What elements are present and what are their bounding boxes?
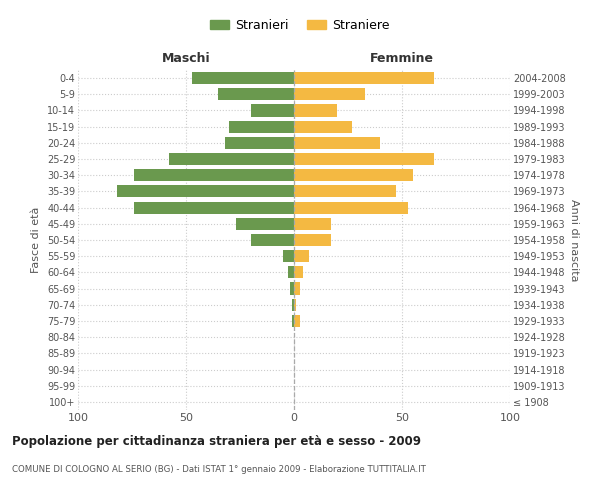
Bar bbox=[294, 298, 296, 311]
Bar bbox=[290, 282, 294, 294]
Bar bbox=[294, 234, 331, 246]
Bar bbox=[134, 202, 294, 213]
Bar bbox=[294, 282, 301, 294]
Y-axis label: Anni di nascita: Anni di nascita bbox=[569, 198, 580, 281]
Bar bbox=[294, 186, 395, 198]
Bar bbox=[294, 120, 352, 132]
Bar bbox=[292, 298, 294, 311]
Bar bbox=[294, 202, 409, 213]
Bar bbox=[292, 315, 294, 327]
Text: Femmine: Femmine bbox=[370, 52, 434, 65]
Bar bbox=[294, 88, 365, 101]
Bar bbox=[251, 234, 294, 246]
Bar bbox=[283, 250, 294, 262]
Bar bbox=[225, 137, 294, 149]
Text: COMUNE DI COLOGNO AL SERIO (BG) - Dati ISTAT 1° gennaio 2009 - Elaborazione TUTT: COMUNE DI COLOGNO AL SERIO (BG) - Dati I… bbox=[12, 465, 426, 474]
Text: Maschi: Maschi bbox=[161, 52, 211, 65]
Bar bbox=[193, 72, 294, 84]
Bar bbox=[294, 169, 413, 181]
Bar bbox=[294, 153, 434, 165]
Bar bbox=[294, 72, 434, 84]
Bar bbox=[294, 218, 331, 230]
Bar bbox=[294, 266, 302, 278]
Bar bbox=[236, 218, 294, 230]
Bar bbox=[251, 104, 294, 117]
Bar bbox=[294, 104, 337, 117]
Bar bbox=[218, 88, 294, 101]
Bar bbox=[229, 120, 294, 132]
Y-axis label: Fasce di età: Fasce di età bbox=[31, 207, 41, 273]
Bar bbox=[294, 315, 301, 327]
Bar bbox=[134, 169, 294, 181]
Bar bbox=[294, 137, 380, 149]
Bar bbox=[294, 250, 309, 262]
Bar bbox=[287, 266, 294, 278]
Bar bbox=[169, 153, 294, 165]
Legend: Stranieri, Straniere: Stranieri, Straniere bbox=[205, 14, 395, 37]
Bar bbox=[117, 186, 294, 198]
Text: Popolazione per cittadinanza straniera per età e sesso - 2009: Popolazione per cittadinanza straniera p… bbox=[12, 435, 421, 448]
